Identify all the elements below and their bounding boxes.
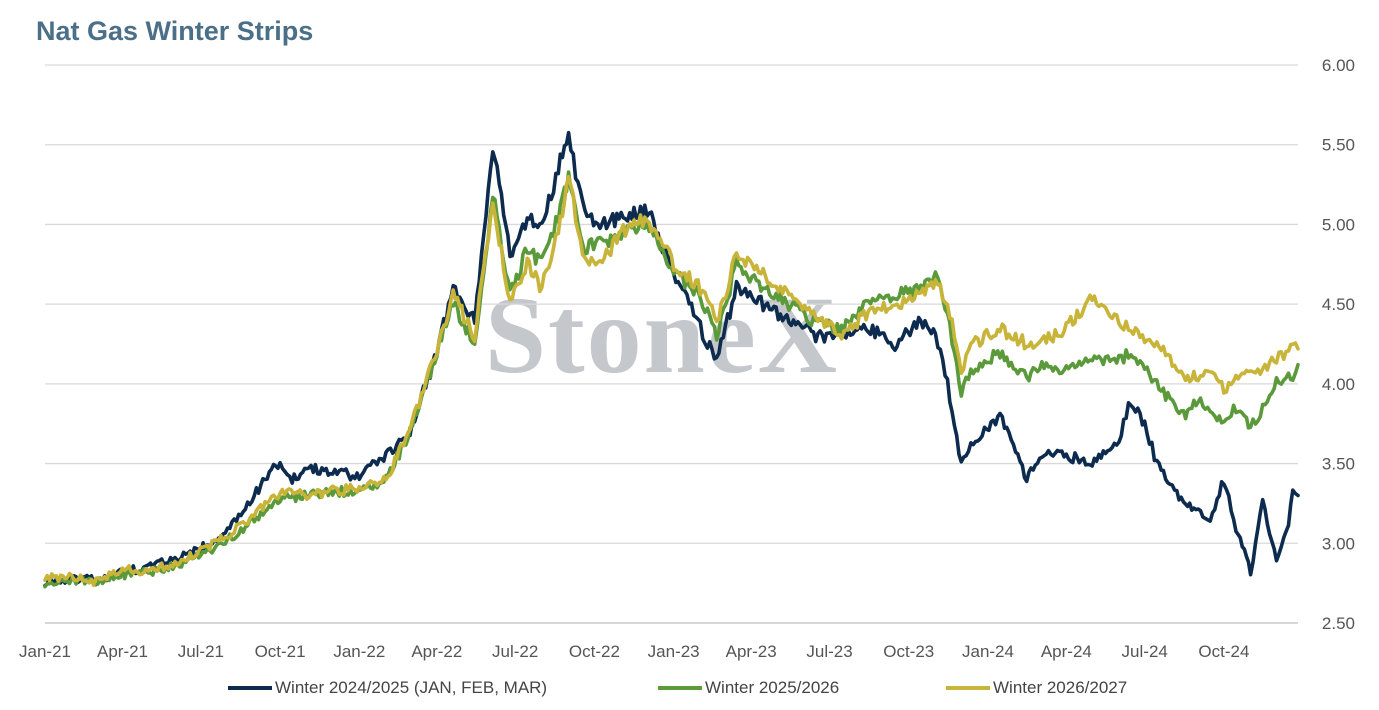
x-tick-label: Oct-21 (255, 642, 306, 661)
legend-item-winter-2026-2027: Winter 2026/2027 (946, 678, 1127, 698)
legend-swatch (658, 686, 702, 690)
x-tick-label: Oct-23 (883, 642, 934, 661)
legend-label: Winter 2026/2027 (993, 678, 1128, 697)
x-axis: Jan-21 Apr-21 Jul-21 Oct-21 Jan-22 Apr-22 Jul-… (19, 642, 1249, 661)
x-tick-label: Apr-22 (411, 642, 462, 661)
y-tick-label: 4.50 (1322, 295, 1355, 314)
legend: Winter 2024/2025 (JAN, FEB, MAR) Winter … (0, 678, 1379, 704)
series-line-3 (43, 174, 1300, 587)
series-lines (43, 130, 1300, 589)
y-tick-label: 3.50 (1322, 455, 1355, 474)
y-tick-label: 3.00 (1322, 534, 1355, 553)
x-tick-label: Apr-24 (1041, 642, 1092, 661)
y-tick-label: 5.50 (1322, 136, 1355, 155)
grid-lines (45, 64, 1298, 624)
x-tick-label: Jan-24 (962, 642, 1014, 661)
legend-item-winter-2025-2026: Winter 2025/2026 (658, 678, 839, 698)
x-tick-label: Jan-21 (19, 642, 71, 661)
x-tick-label: Jul-21 (178, 642, 224, 661)
y-tick-label: 5.00 (1322, 215, 1355, 234)
x-tick-label: Apr-21 (97, 642, 148, 661)
x-tick-label: Jul-23 (806, 642, 852, 661)
x-tick-label: Jan-23 (648, 642, 700, 661)
y-tick-label: 4.00 (1322, 375, 1355, 394)
chart-title: Nat Gas Winter Strips (36, 16, 314, 46)
x-tick-label: Oct-22 (569, 642, 620, 661)
legend-swatch (228, 686, 272, 690)
x-tick-label: Jul-24 (1122, 642, 1168, 661)
x-tick-label: Jan-22 (333, 642, 385, 661)
x-tick-label: Jul-22 (492, 642, 538, 661)
legend-label: Winter 2025/2026 (705, 678, 840, 697)
y-tick-label: 6.00 (1322, 56, 1355, 75)
legend-swatch (946, 686, 990, 690)
x-tick-label: Oct-24 (1198, 642, 1249, 661)
x-tick-label: Apr-23 (726, 642, 777, 661)
y-tick-label: 2.50 (1322, 614, 1355, 633)
y-axis: 2.50 3.00 3.50 4.00 4.50 5.00 5.50 6.00 (1322, 56, 1355, 633)
legend-item-winter-2024-2025: Winter 2024/2025 (JAN, FEB, MAR) (228, 678, 547, 698)
series-line-1 (43, 130, 1300, 588)
legend-label: Winter 2024/2025 (JAN, FEB, MAR) (275, 678, 548, 697)
